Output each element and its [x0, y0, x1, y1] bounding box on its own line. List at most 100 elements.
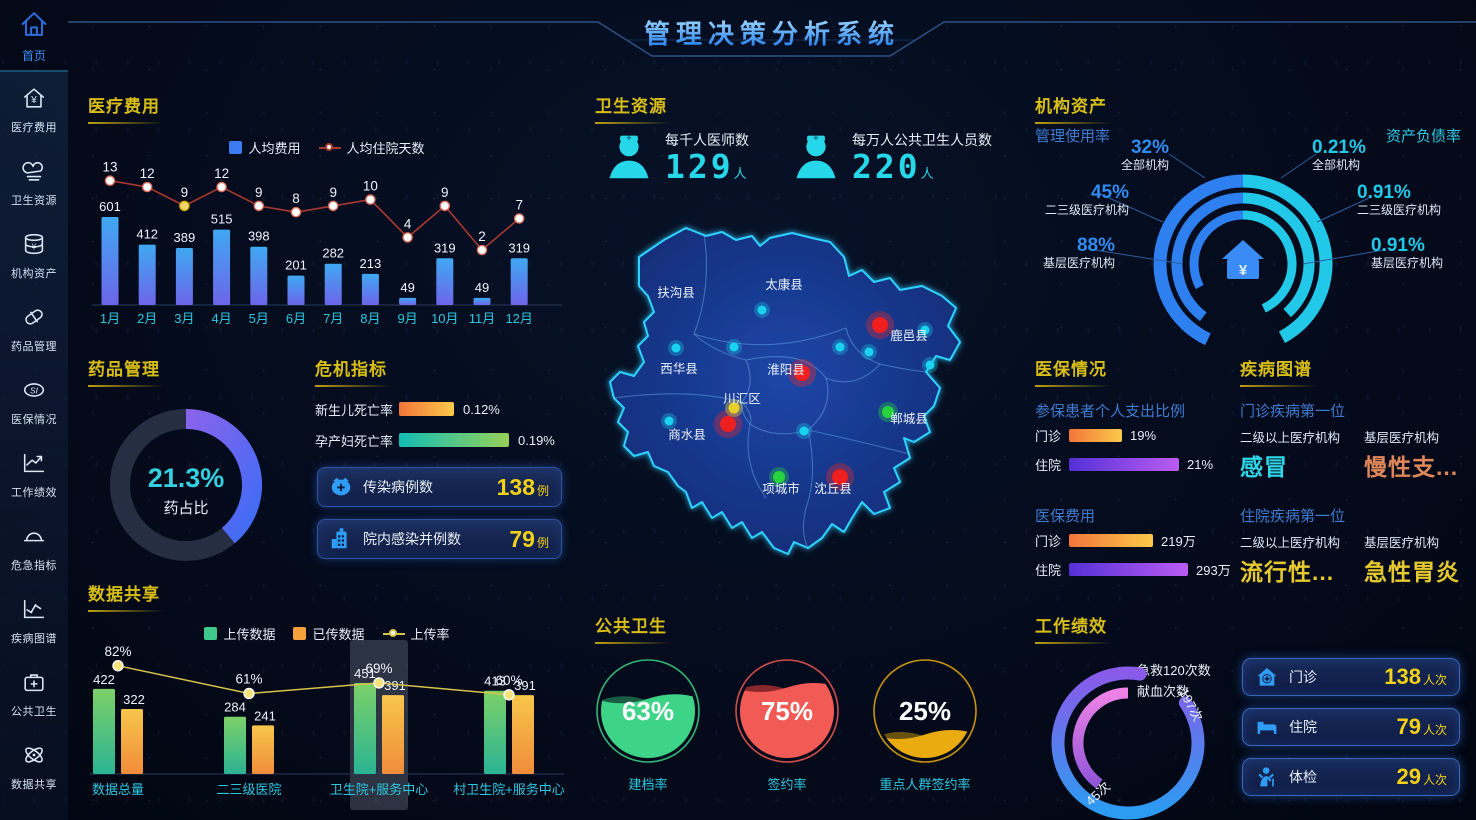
upload-bar[interactable]	[484, 690, 506, 774]
bar-7月[interactable]	[324, 263, 342, 305]
bar-11月[interactable]	[473, 297, 491, 305]
legend-item[interactable]: 人均费用	[229, 138, 301, 157]
liquid-gauge-label: 重点人群签约率	[879, 777, 971, 792]
map-dot-cyan[interactable]	[799, 426, 809, 436]
svg-text:6月: 6月	[286, 311, 306, 326]
done-bar[interactable]	[121, 709, 143, 774]
liquid-gauge: 75%	[735, 659, 839, 763]
stat-card-2[interactable]: 住院 79 人次	[1242, 708, 1460, 746]
map-dot-cyan[interactable]	[864, 347, 874, 357]
bar-4月[interactable]	[213, 229, 231, 305]
crisis-card[interactable]: 传染病例数 138 例	[317, 467, 562, 507]
sidebar-item-8[interactable]: 疾病图谱	[0, 583, 68, 656]
legend-item[interactable]: 已传数据	[293, 624, 365, 643]
sidebar-item-7[interactable]: 危急指标	[0, 510, 68, 583]
line-point[interactable]	[104, 175, 116, 187]
sidebar-item-label: 危急指标	[11, 560, 57, 572]
svg-text:515: 515	[211, 212, 233, 227]
map-dot-cyan[interactable]	[757, 305, 767, 315]
map-dot-cyan[interactable]	[729, 342, 739, 352]
assets-icon: ¥	[24, 233, 44, 255]
line-point[interactable]	[439, 200, 451, 212]
sidebar-item-1[interactable]: ¥ 医疗费用	[0, 72, 68, 145]
map-dot-red[interactable]	[720, 416, 736, 432]
bar-1月[interactable]	[101, 217, 119, 305]
svg-text:¥: ¥	[31, 242, 37, 252]
done-bar[interactable]	[382, 695, 404, 774]
svg-text:451: 451	[354, 666, 376, 681]
rate-point[interactable]	[373, 677, 385, 689]
map-dot-green[interactable]	[882, 406, 894, 418]
stat-card-1[interactable]: 门诊 138 人次	[1242, 658, 1460, 696]
line-point[interactable]	[365, 194, 376, 205]
asset-usage-label: 32% 全部机构	[1120, 137, 1169, 173]
bar-8月[interactable]	[361, 273, 379, 305]
bar-3月[interactable]	[175, 248, 193, 305]
sidebar-item-9[interactable]: 公共卫生	[0, 656, 68, 729]
rate-point[interactable]	[243, 687, 255, 700]
bar-5月[interactable]	[250, 246, 268, 305]
map-dot-yellow[interactable]	[728, 402, 740, 414]
map-dot-cyan[interactable]	[664, 416, 674, 426]
map-dot-green[interactable]	[773, 471, 785, 483]
rate-point[interactable]	[503, 689, 515, 701]
emergency-arc[interactable]	[1051, 666, 1205, 820]
line-point[interactable]	[513, 213, 525, 224]
resource-stat-value: 220人	[852, 147, 934, 186]
legend-item[interactable]: 人均住院天数	[318, 138, 425, 157]
sidebar-item-10[interactable]: 数据共享	[0, 729, 68, 802]
bar-9月[interactable]	[399, 297, 417, 305]
sidebar-item-3[interactable]: ¥ 机构资产	[0, 218, 68, 291]
sidebar-item-6[interactable]: 工作绩效	[0, 437, 68, 510]
sidebar-item-5[interactable]: SI 医保情况	[0, 364, 68, 437]
rate-point[interactable]	[112, 660, 124, 672]
stat-card-3[interactable]: 体检 29 人次	[1242, 758, 1460, 796]
bar-6月[interactable]	[287, 275, 305, 305]
sidebar-item-label: 药品管理	[11, 341, 57, 353]
legend-item[interactable]: 上传率	[382, 624, 450, 643]
disease-subtitle: 门诊疾病第一位	[1240, 403, 1346, 420]
svg-text:二三级医院: 二三级医院	[216, 782, 281, 797]
sidebar-item-2[interactable]: 卫生资源	[0, 145, 68, 218]
crisis-card[interactable]: 院内感染并例数 79 例	[317, 519, 562, 559]
line-point[interactable]	[216, 181, 227, 193]
upload-bar[interactable]	[224, 716, 246, 774]
legend-item[interactable]: 上传数据	[204, 624, 275, 643]
header-frame	[68, 21, 1476, 57]
line-point[interactable]	[179, 200, 190, 212]
line-point[interactable]	[476, 244, 488, 256]
sidebar-item-home[interactable]: 首页	[0, 8, 68, 64]
home-icon	[18, 12, 50, 44]
line-point[interactable]	[290, 206, 302, 218]
bar-10月[interactable]	[436, 258, 454, 305]
map-dot-red[interactable]	[832, 469, 848, 485]
map-dot-cyan[interactable]	[925, 360, 935, 370]
line-point[interactable]	[327, 200, 339, 212]
map-dot-cyan[interactable]	[835, 342, 845, 352]
upload-bar[interactable]	[354, 683, 376, 774]
svg-text:7月: 7月	[323, 311, 343, 326]
map-district-label: 扶沟县	[657, 285, 695, 300]
disease-top-name: 感冒	[1240, 454, 1288, 480]
line-point[interactable]	[141, 181, 153, 193]
map-dot-cyan[interactable]	[671, 343, 681, 353]
blood-arc[interactable]	[1072, 687, 1129, 789]
done-bar[interactable]	[252, 725, 274, 774]
line-point[interactable]	[253, 200, 265, 212]
upload-bar[interactable]	[93, 688, 115, 774]
map-dot-red[interactable]	[794, 365, 810, 381]
crisis-bar	[399, 433, 509, 447]
sidebar-item-4[interactable]: 药品管理	[0, 291, 68, 364]
line-point[interactable]	[402, 232, 413, 243]
map-dot-cyan[interactable]	[920, 325, 930, 335]
svg-text:村卫生院+服务中心: 村卫生院+服务中心	[453, 782, 565, 797]
bar-12月[interactable]	[510, 258, 528, 305]
map-dot-red[interactable]	[872, 317, 888, 333]
insurance-bar	[1069, 562, 1188, 576]
drug-ratio-arc[interactable]	[185, 409, 262, 544]
bar-2月[interactable]	[138, 244, 156, 305]
done-bar[interactable]	[512, 695, 534, 774]
stat-card-value: 138	[1384, 664, 1421, 689]
stat-card-value: 29	[1396, 764, 1421, 789]
disease-top-name: 急性胃炎	[1364, 559, 1460, 585]
